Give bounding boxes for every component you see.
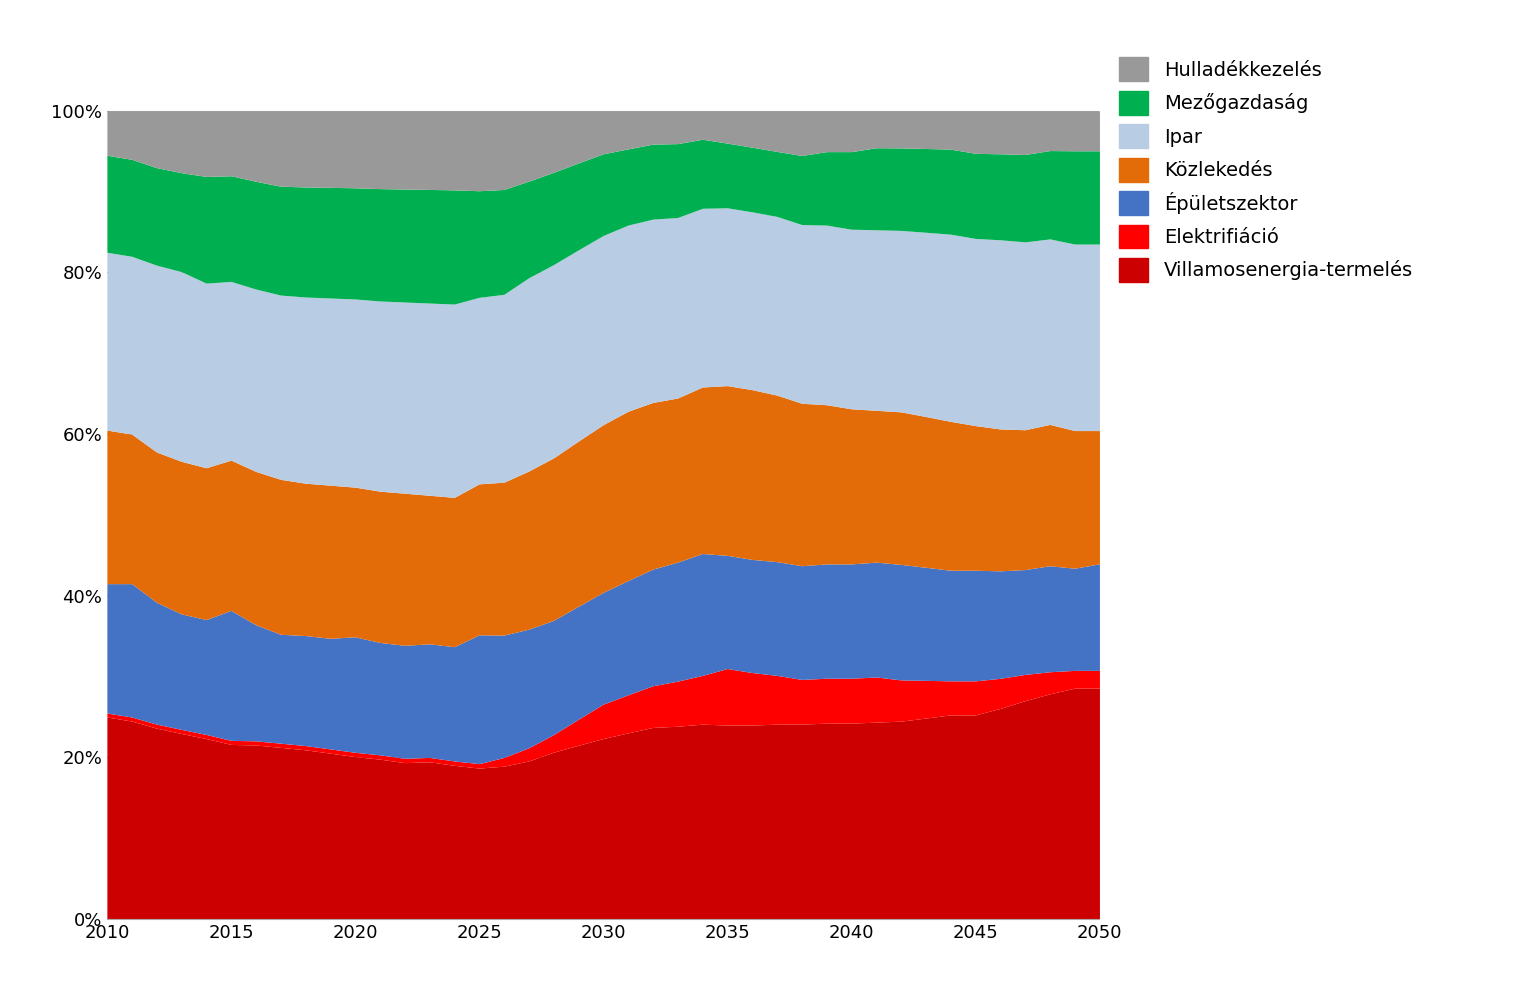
Legend: Hulladékkezelés, Mezőgazdaság, Ipar, Közlekedés, Épületszektor, Elektrifiáció, V: Hulladékkezelés, Mezőgazdaság, Ipar, Köz… [1119, 58, 1412, 282]
